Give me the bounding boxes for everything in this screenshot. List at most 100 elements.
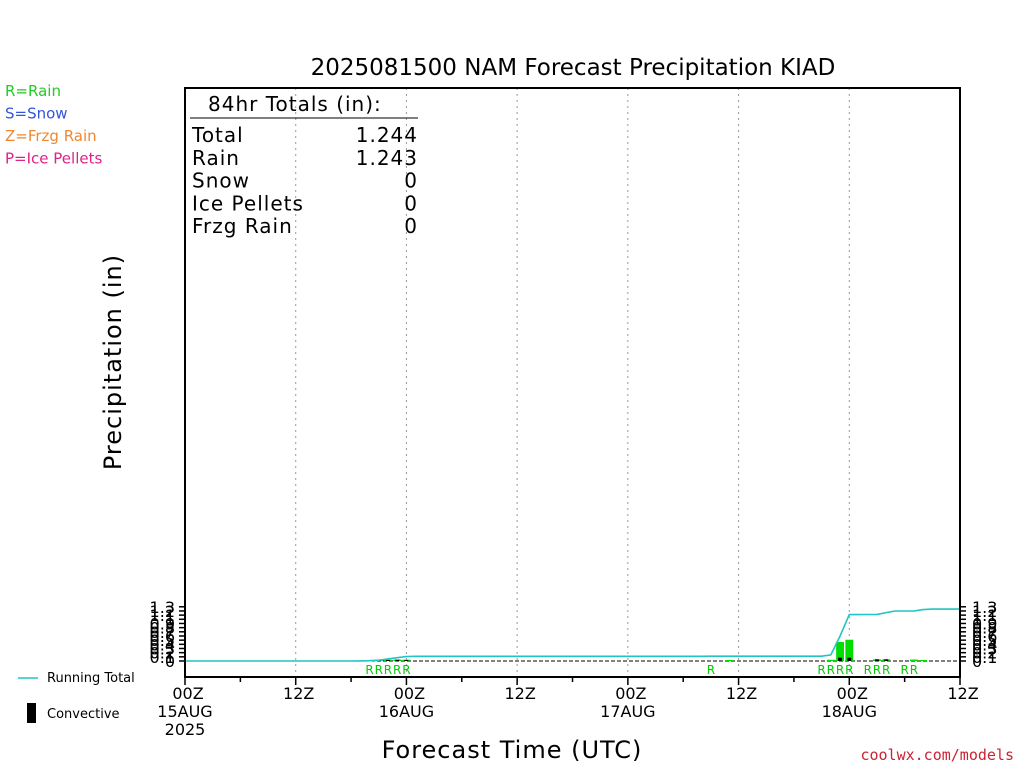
- x-tick-label: 00Z: [615, 684, 646, 703]
- totals-row-value: 1.244: [356, 123, 418, 147]
- convective-bar: [847, 657, 852, 661]
- x-axis-label: Forecast Time (UTC): [382, 736, 643, 764]
- totals-row-label: Snow: [192, 169, 250, 193]
- ptype-label: R: [375, 663, 383, 677]
- ptype-label: R: [882, 663, 890, 677]
- x-tick-label: 00Z: [172, 684, 203, 703]
- convective-legend-swatch: [27, 703, 36, 723]
- ptype-label: R: [707, 663, 715, 677]
- y-tick-label-left: 1: [165, 610, 175, 629]
- bottom-legend: Running Total Convective: [18, 671, 135, 723]
- y-axis-right: 00.10.20.30.40.50.60.70.80.911.11.21.3: [960, 598, 997, 671]
- running-total-line-group: [185, 608, 960, 662]
- y-tick-label-right: 0.6: [972, 627, 997, 646]
- y-tick-label-left: 0: [165, 652, 175, 671]
- precip-type-legend: R=Rain S=Snow Z=Frzg Rain P=Ice Pellets: [5, 82, 102, 168]
- ptype-label: R: [384, 663, 392, 677]
- x-tick-label: 2025: [165, 720, 206, 739]
- y-tick-label-left: 0.5: [150, 631, 175, 650]
- y-axis-label: Precipitation (in): [99, 254, 127, 470]
- y-tick-label-right: 0.5: [972, 631, 997, 650]
- x-tick-label: 00Z: [394, 684, 425, 703]
- x-tick-label: 16AUG: [379, 702, 434, 721]
- y-tick-label-left: 1.3: [150, 598, 175, 617]
- ptype-label: R: [864, 663, 872, 677]
- rain-bar: [826, 659, 835, 661]
- y-tick-label-left: 0.4: [150, 635, 175, 654]
- plot-frame: [184, 87, 961, 678]
- totals-box: 84hr Totals (in): Total 1.244 Rain 1.243 Snow…: [190, 92, 418, 238]
- ptype-legend-item: R=Rain: [5, 82, 61, 100]
- y-tick-label-right: 1.3: [972, 598, 997, 617]
- x-tick-label: 17AUG: [600, 702, 655, 721]
- convective-bar: [395, 659, 400, 661]
- convective-bar: [838, 657, 843, 661]
- y-tick-label-right: 0.3: [972, 639, 997, 658]
- ptype-label: R: [845, 663, 853, 677]
- y-axis-left: 00.10.20.30.40.50.60.70.80.911.11.21.3: [150, 598, 185, 671]
- ptype-label: R: [836, 663, 844, 677]
- convective-bar: [884, 659, 889, 661]
- ptype-legend-item: S=Snow: [5, 105, 68, 123]
- grid-lines: [295, 88, 850, 677]
- totals-row-value: 1.243: [356, 146, 418, 170]
- y-tick-label-right: 0.8: [972, 619, 997, 638]
- x-tick-label: 12Z: [947, 684, 978, 703]
- x-tick-label: 15AUG: [157, 702, 212, 721]
- rain-bar: [836, 642, 844, 661]
- ptype-label: R: [365, 663, 373, 677]
- convective-bar: [385, 659, 390, 661]
- running-total-line: [185, 608, 960, 662]
- x-tick-label: 18AUG: [822, 702, 877, 721]
- y-tick-label-left: 0.1: [150, 648, 175, 667]
- totals-row-label: Total: [191, 123, 244, 147]
- totals-row-value: 0: [404, 191, 418, 215]
- ptype-label: R: [393, 663, 401, 677]
- ptype-legend-item: Z=Frzg Rain: [5, 127, 97, 145]
- totals-row-value: 0: [404, 214, 418, 238]
- totals-row-label: Frzg Rain: [192, 214, 293, 238]
- rain-bar: [725, 660, 734, 661]
- y-tick-label-right: 0: [972, 652, 982, 671]
- totals-row-value: 0: [404, 169, 418, 193]
- convective-legend-label: Convective: [47, 707, 120, 722]
- y-tick-label-left: 1.2: [150, 602, 175, 621]
- y-tick-label-right: 1: [972, 610, 982, 629]
- y-tick-label-right: 0.4: [972, 635, 997, 654]
- rain-bar: [845, 639, 854, 661]
- y-tick-label-left: 0.6: [150, 627, 175, 646]
- totals-header: 84hr Totals (in):: [208, 92, 382, 116]
- ptype-label: R: [827, 663, 835, 677]
- y-tick-label-left: 0.9: [150, 614, 175, 633]
- rain-bar: [909, 659, 918, 661]
- ptype-label: R: [402, 663, 410, 677]
- x-tick-label: 12Z: [504, 684, 535, 703]
- y-tick-label-right: 0.7: [972, 623, 997, 642]
- rain-bar: [919, 660, 928, 661]
- y-tick-label-left: 0.3: [150, 639, 175, 658]
- precip-bars: [365, 639, 928, 661]
- ptype-label: R: [910, 663, 918, 677]
- x-tick-label: 12Z: [726, 684, 757, 703]
- totals-row-label: Ice Pellets: [192, 191, 304, 215]
- ptype-legend-item: P=Ice Pellets: [5, 150, 102, 168]
- x-tick-label: 12Z: [283, 684, 314, 703]
- ptype-label: R: [873, 663, 881, 677]
- ptype-label: R: [817, 663, 825, 677]
- convective-bar: [874, 659, 879, 661]
- y-tick-label-left: 0.7: [150, 623, 175, 642]
- y-tick-label-right: 1.2: [972, 602, 997, 621]
- y-tick-label-left: 1.1: [150, 606, 175, 625]
- y-tick-label-right: 0.1: [972, 648, 997, 667]
- y-tick-label-left: 0.8: [150, 619, 175, 638]
- y-tick-label-right: 0.9: [972, 614, 997, 633]
- convective-bar: [404, 659, 409, 661]
- running-total-legend-label: Running Total: [47, 671, 135, 686]
- y-tick-label-right: 0.2: [972, 644, 997, 663]
- credit-text: coolwx.com/models: [860, 746, 1014, 764]
- y-tick-label-right: 1.1: [972, 606, 997, 625]
- totals-row-label: Rain: [192, 146, 240, 170]
